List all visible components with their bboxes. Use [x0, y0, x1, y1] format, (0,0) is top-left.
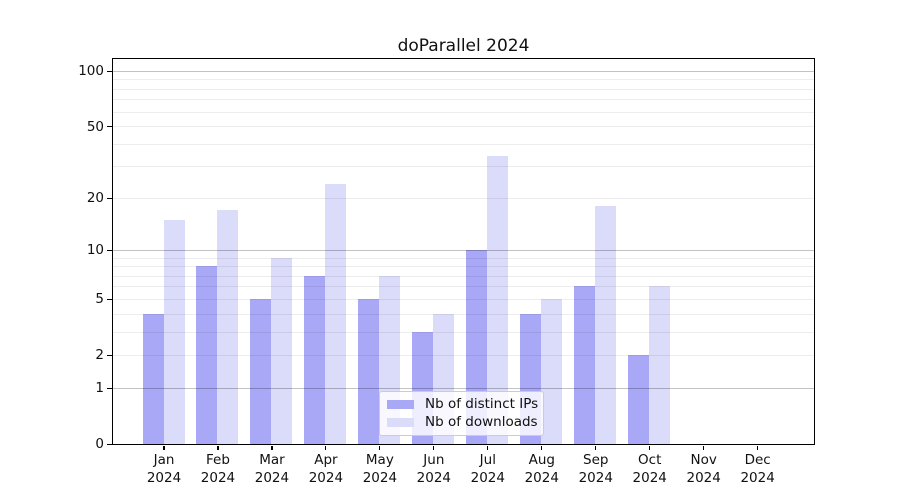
- minor-gridline-30: [112, 166, 814, 168]
- y-tick-mark-5: [106, 298, 112, 301]
- bar-downloads-feb: [217, 210, 239, 444]
- x-tick-label-feb: Feb 2024: [200, 452, 236, 486]
- x-tick-mark-dec: [757, 445, 759, 450]
- x-tick-label-dec: Dec 2024: [740, 452, 775, 486]
- plot-area: [111, 57, 815, 445]
- y-tick-mark-50: [106, 126, 112, 128]
- y-tick-label-0: 0: [95, 436, 104, 452]
- x-tick-label-sep: Sep 2024: [578, 452, 613, 486]
- minor-gridline-8: [112, 266, 814, 268]
- bar-ips-oct: [628, 354, 650, 444]
- minor-gridline-3: [112, 331, 814, 333]
- y-tick-label-1: 1: [95, 380, 104, 397]
- bar-downloads-apr: [325, 183, 347, 444]
- bar-downloads-mar: [271, 257, 293, 444]
- major-gridline-10: [112, 249, 814, 251]
- minor-gridline-60: [112, 111, 814, 113]
- minor-gridline-90: [112, 79, 814, 81]
- y-tick-label-5: 5: [95, 291, 104, 308]
- x-tick-label-apr: Apr 2024: [308, 452, 344, 486]
- x-tick-label-jul: Jul 2024: [470, 452, 505, 486]
- bar-downloads-sep: [595, 205, 617, 444]
- x-tick-label-oct: Oct 2024: [632, 452, 667, 486]
- legend-item-downloads: Nb of downloads: [387, 414, 538, 430]
- minor-gridline-2: [112, 354, 814, 356]
- y-tick-mark-1: [106, 387, 112, 389]
- bar-downloads-oct: [649, 286, 671, 444]
- x-tick-mark-aug: [541, 445, 543, 450]
- y-tick-mark-20: [106, 197, 112, 199]
- legend-swatch-ips: [387, 400, 414, 409]
- minor-gridline-40: [112, 143, 814, 145]
- x-tick-label-jan: Jan 2024: [146, 452, 182, 486]
- y-tick-mark-10: [106, 249, 112, 252]
- bar-downloads-jul: [487, 156, 509, 444]
- bar-ips-apr: [304, 275, 326, 444]
- x-tick-mark-oct: [649, 445, 651, 450]
- x-tick-label-jun: Jun 2024: [416, 452, 452, 486]
- x-tick-mark-apr: [325, 445, 327, 450]
- minor-gridline-80: [112, 88, 814, 90]
- bar-ips-feb: [196, 266, 218, 444]
- y-tick-mark-2: [106, 354, 112, 356]
- minor-gridline-7: [112, 275, 814, 277]
- major-gridline-100: [112, 70, 814, 72]
- y-tick-label-50: 50: [86, 118, 104, 135]
- y-tick-mark-100: [106, 70, 112, 73]
- bar-downloads-jan: [163, 219, 185, 444]
- minor-gridline-5: [112, 298, 814, 300]
- minor-gridline-4: [112, 313, 814, 315]
- x-tick-label-may: May 2024: [362, 452, 398, 486]
- chart-title: doParallel 2024: [397, 36, 530, 56]
- x-tick-label-nov: Nov 2024: [686, 452, 721, 486]
- y-tick-label-100: 100: [78, 63, 104, 80]
- bar-ips-jan: [142, 313, 164, 444]
- bar-ips-mar: [250, 298, 272, 444]
- x-tick-mark-jul: [487, 445, 489, 450]
- y-tick-label-10: 10: [86, 242, 104, 259]
- legend-label-ips: Nb of distinct IPs: [425, 396, 539, 412]
- legend-label-downloads: Nb of downloads: [425, 414, 538, 430]
- bar-downloads-aug: [541, 298, 563, 444]
- x-tick-mark-mar: [271, 445, 273, 450]
- x-tick-label-mar: Mar 2024: [254, 452, 290, 486]
- x-tick-mark-feb: [217, 445, 219, 450]
- x-tick-mark-sep: [595, 445, 597, 450]
- y-tick-label-2: 2: [95, 347, 104, 364]
- legend-swatch-downloads: [387, 418, 414, 427]
- minor-gridline-50: [112, 126, 814, 128]
- bar-ips-may: [358, 298, 380, 444]
- x-tick-mark-jan: [163, 445, 165, 450]
- legend: Nb of distinct IPs Nb of downloads: [379, 391, 544, 436]
- minor-gridline-20: [112, 197, 814, 199]
- y-tick-mark-0: [106, 443, 112, 445]
- legend-item-distinct-ips: Nb of distinct IPs: [387, 396, 539, 412]
- minor-gridline-6: [112, 286, 814, 288]
- bar-ips-sep: [574, 286, 596, 444]
- minor-gridline-70: [112, 99, 814, 101]
- major-gridline-1: [112, 387, 814, 389]
- x-tick-mark-nov: [703, 445, 705, 450]
- minor-gridline-9: [112, 257, 814, 259]
- x-tick-mark-jun: [433, 445, 435, 450]
- x-tick-mark-may: [379, 445, 381, 450]
- x-tick-label-aug: Aug 2024: [524, 452, 559, 486]
- y-tick-label-20: 20: [86, 190, 104, 207]
